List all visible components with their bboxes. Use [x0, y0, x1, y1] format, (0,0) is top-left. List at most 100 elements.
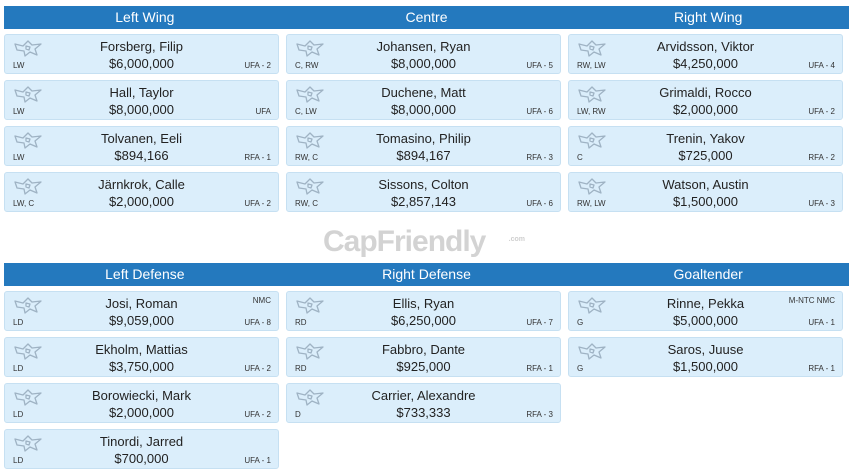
player-position: LW, C	[13, 199, 35, 208]
watermark-sub: .com	[508, 236, 525, 243]
player-name[interactable]: Rinne, Pekka	[666, 296, 745, 311]
forward-player-card[interactable]: Tolvanen, Eeli $894,166 LW RFA - 1	[4, 126, 279, 166]
player-name[interactable]: Borowiecki, Mark	[92, 388, 191, 403]
player-name[interactable]: Josi, Roman	[105, 296, 178, 311]
player-position: G	[577, 318, 584, 327]
forward-player-card[interactable]: Arvidsson, Viktor $4,250,000 RW, LW UFA - 4	[568, 34, 843, 74]
player-salary: $6,000,000	[108, 56, 175, 71]
player-name[interactable]: Arvidsson, Viktor	[656, 39, 755, 54]
contract-status: RFA - 1	[244, 153, 271, 162]
forward-player-card[interactable]: Forsberg, Filip $6,000,000 LW UFA - 2	[4, 34, 279, 74]
contract-status: UFA - 2	[244, 410, 271, 419]
player-name[interactable]: Tolvanen, Eeli	[101, 131, 182, 146]
forward-player-card[interactable]: Johansen, Ryan $8,000,000 C, RW UFA - 5	[286, 34, 561, 74]
player-salary: $6,250,000	[390, 313, 457, 328]
contract-status: UFA - 6	[526, 199, 553, 208]
watermark-text: CapFriendly	[323, 225, 486, 258]
contract-status: UFA - 1	[808, 318, 835, 327]
predators-logo-icon	[13, 130, 43, 150]
defense-player-card[interactable]: Tinordi, Jarred $700,000 LD UFA - 1	[4, 429, 279, 469]
contract-status: RFA - 2	[808, 153, 835, 162]
forward-player-card[interactable]: Tomasino, Philip $894,167 RW, C RFA - 3	[286, 126, 561, 166]
contract-status: RFA - 3	[526, 153, 553, 162]
contract-status: UFA - 2	[244, 364, 271, 373]
predators-logo-icon	[13, 176, 43, 196]
player-position: LW	[13, 153, 25, 162]
contract-status: RFA - 3	[526, 410, 553, 419]
forward-player-card[interactable]: Järnkrok, Calle $2,000,000 LW, C UFA - 2	[4, 172, 279, 212]
defense-player-card[interactable]: Ekholm, Mattias $3,750,000 LD UFA - 2	[4, 337, 279, 377]
player-name[interactable]: Watson, Austin	[662, 177, 749, 192]
player-name[interactable]: Grimaldi, Rocco	[659, 85, 752, 100]
player-name[interactable]: Sissons, Colton	[378, 177, 469, 192]
player-name[interactable]: Saros, Juuse	[667, 342, 744, 357]
header-left-defense: Left Defense	[105, 266, 185, 282]
player-position: RW, C	[295, 153, 318, 162]
player-salary: $2,857,143	[390, 194, 457, 209]
player-name[interactable]: Johansen, Ryan	[376, 39, 471, 54]
player-name[interactable]: Tinordi, Jarred	[99, 434, 184, 449]
defense-header: Left Defense Right Defense Goaltender	[4, 263, 849, 286]
defense-player-card[interactable]: Josi, Roman $9,059,000 LD UFA - 8 NMC	[4, 291, 279, 331]
player-position: RW, LW	[577, 61, 606, 70]
player-name[interactable]: Ellis, Ryan	[392, 296, 455, 311]
contract-status: UFA - 7	[526, 318, 553, 327]
player-position: LD	[13, 456, 24, 465]
player-salary: $8,000,000	[390, 56, 457, 71]
predators-logo-icon	[13, 387, 43, 407]
predators-logo-icon	[577, 341, 607, 361]
defense-player-card[interactable]: Fabbro, Dante $925,000 RD RFA - 1	[286, 337, 561, 377]
header-centre: Centre	[405, 9, 448, 25]
player-salary: $894,166	[114, 148, 169, 163]
forward-player-card[interactable]: Hall, Taylor $8,000,000 LW UFA	[4, 80, 279, 120]
player-salary: $1,500,000	[672, 359, 739, 374]
forward-player-card[interactable]: Watson, Austin $1,500,000 RW, LW UFA - 3	[568, 172, 843, 212]
player-name[interactable]: Ekholm, Mattias	[95, 342, 188, 357]
predators-logo-icon	[295, 84, 325, 104]
defense-player-card[interactable]: Rinne, Pekka $5,000,000 G UFA - 1 M-NTC NMC	[568, 291, 843, 331]
forward-player-card[interactable]: Trenin, Yakov $725,000 C RFA - 2	[568, 126, 843, 166]
forward-player-card[interactable]: Duchene, Matt $8,000,000 C, LW UFA - 6	[286, 80, 561, 120]
contract-status: UFA - 5	[526, 61, 553, 70]
player-position: LD	[13, 364, 24, 373]
player-name[interactable]: Trenin, Yakov	[666, 131, 745, 146]
predators-logo-icon	[577, 84, 607, 104]
predators-logo-icon	[577, 295, 607, 315]
player-position: RD	[295, 318, 307, 327]
predators-logo-icon	[577, 176, 607, 196]
player-salary: $925,000	[396, 359, 451, 374]
forward-player-card[interactable]: Sissons, Colton $2,857,143 RW, C UFA - 6	[286, 172, 561, 212]
player-name[interactable]: Forsberg, Filip	[99, 39, 184, 54]
player-position: RW, C	[295, 199, 318, 208]
player-salary: $700,000	[114, 451, 169, 466]
predators-logo-icon	[295, 38, 325, 58]
defense-player-card[interactable]: Saros, Juuse $1,500,000 G RFA - 1	[568, 337, 843, 377]
player-name[interactable]: Hall, Taylor	[109, 85, 174, 100]
player-name[interactable]: Järnkrok, Calle	[98, 177, 185, 192]
player-salary: $2,000,000	[108, 405, 175, 420]
player-salary: $1,500,000	[672, 194, 739, 209]
player-name[interactable]: Duchene, Matt	[381, 85, 466, 100]
player-salary: $2,000,000	[672, 102, 739, 117]
player-salary: $5,000,000	[672, 313, 739, 328]
forwards-header: Left Wing Centre Right Wing	[4, 6, 849, 29]
player-salary: $725,000	[678, 148, 733, 163]
player-position: LW	[13, 61, 25, 70]
predators-logo-icon	[295, 341, 325, 361]
defense-player-card[interactable]: Borowiecki, Mark $2,000,000 LD UFA - 2	[4, 383, 279, 423]
contract-clause: M-NTC NMC	[788, 296, 835, 305]
player-name[interactable]: Carrier, Alexandre	[371, 388, 476, 403]
predators-logo-icon	[295, 130, 325, 150]
forward-player-card[interactable]: Grimaldi, Rocco $2,000,000 LW, RW UFA - 2	[568, 80, 843, 120]
header-right-wing: Right Wing	[673, 9, 743, 25]
contract-status: UFA - 2	[808, 107, 835, 116]
player-name[interactable]: Tomasino, Philip	[376, 131, 471, 146]
predators-logo-icon	[13, 433, 43, 453]
player-position: G	[577, 364, 584, 373]
defense-player-card[interactable]: Carrier, Alexandre $733,333 D RFA - 3	[286, 383, 561, 423]
predators-logo-icon	[577, 130, 607, 150]
defense-player-card[interactable]: Ellis, Ryan $6,250,000 RD UFA - 7	[286, 291, 561, 331]
predators-logo-icon	[577, 38, 607, 58]
player-name[interactable]: Fabbro, Dante	[381, 342, 466, 357]
player-salary: $3,750,000	[108, 359, 175, 374]
